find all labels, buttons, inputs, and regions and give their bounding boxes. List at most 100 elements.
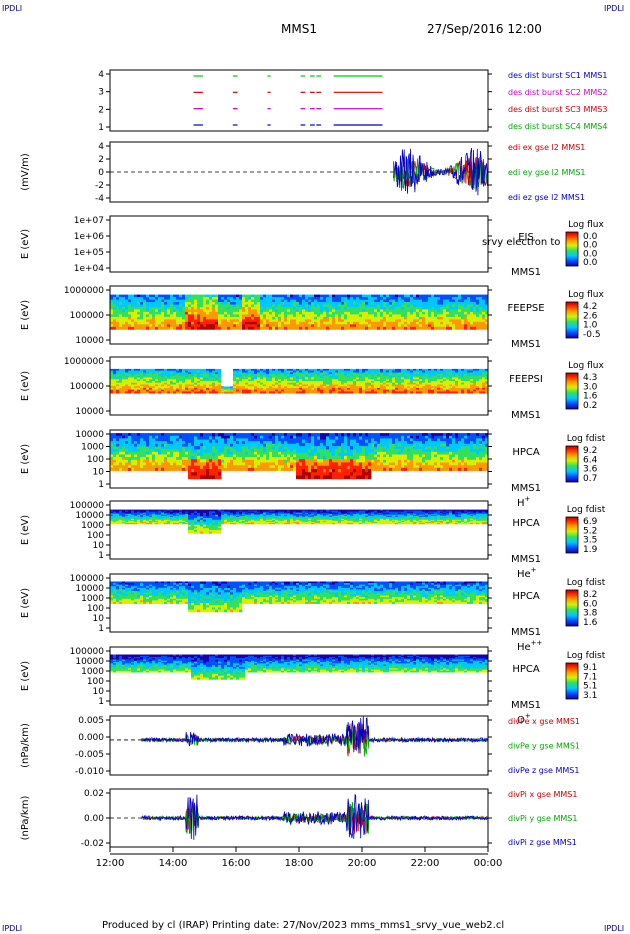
- spectrogram-cell: [374, 465, 378, 469]
- spectrogram-cell: [245, 304, 249, 308]
- spectrogram-cell: [113, 446, 117, 450]
- spectrogram-cell: [389, 324, 393, 328]
- spectrogram-cell: [311, 386, 315, 389]
- spectrogram-cell: [266, 459, 270, 463]
- spectrogram-cell: [212, 368, 216, 371]
- spectrogram-cell: [146, 374, 150, 377]
- spectrogram-cell: [299, 469, 303, 473]
- spectrogram-cell: [296, 307, 300, 310]
- spectrogram-cell: [164, 441, 168, 445]
- spectrogram-cell: [383, 465, 387, 469]
- spectrogram-cell: [305, 449, 309, 454]
- spectrogram-cell: [443, 374, 447, 377]
- spectrogram-cell: [455, 375, 459, 378]
- spectrogram-cell: [464, 309, 468, 313]
- spectrogram-cell: [371, 375, 375, 378]
- spectrogram-cell: [482, 375, 486, 378]
- spectrogram-cell: [161, 294, 165, 298]
- spectrogram-cell: [290, 307, 294, 310]
- spectrogram-cell: [419, 319, 423, 323]
- spectrogram-cell: [431, 304, 435, 308]
- spectrogram-cell: [149, 451, 153, 455]
- spectrogram-cell: [347, 326, 351, 330]
- spectrogram-cell: [161, 433, 165, 437]
- spectrogram-cell: [377, 372, 381, 375]
- spectrogram-cell: [413, 299, 417, 303]
- spectrogram-cell: [323, 452, 327, 457]
- spectrogram-cell: [224, 309, 228, 313]
- spectrogram-cell: [122, 446, 126, 450]
- spectrogram-cell: [302, 475, 306, 480]
- spectrogram-cell: [275, 465, 279, 469]
- spectrogram-cell: [479, 386, 483, 389]
- spectrogram-cell: [461, 382, 465, 385]
- spectrogram-cell: [131, 309, 135, 313]
- spectrogram-cell: [365, 297, 369, 300]
- panel-eis-spacecraft-label: MMS1: [511, 267, 541, 278]
- spectrogram-cell: [134, 446, 138, 450]
- spectrogram-cell: [155, 438, 159, 442]
- spectrogram-cell: [323, 297, 327, 300]
- spectrogram-cell: [338, 436, 342, 441]
- spectrogram-cell: [308, 475, 312, 480]
- spectrogram-cell: [197, 459, 201, 463]
- spectrogram-cell: [365, 442, 369, 447]
- spectrogram-cell: [476, 381, 480, 384]
- spectrogram-cell: [221, 324, 225, 328]
- spectrogram-cell: [170, 375, 174, 378]
- spectrogram-cell: [434, 372, 438, 375]
- spectrogram-cell: [479, 307, 483, 310]
- spectrogram-cell: [341, 389, 345, 392]
- spectrogram-cell: [278, 307, 282, 310]
- spectrogram-cell: [308, 449, 312, 454]
- spectrogram-cell: [434, 368, 438, 371]
- spectrogram-cell: [299, 389, 303, 392]
- spectrogram-cell: [320, 436, 324, 441]
- spectrogram-cell: [482, 370, 486, 373]
- spectrogram-cell: [242, 438, 246, 442]
- spectrogram-cell: [386, 319, 390, 323]
- spectrogram-cell: [473, 316, 477, 320]
- spectrogram-cell: [227, 390, 231, 392]
- spectrogram-cell: [374, 457, 378, 461]
- spectrogram-cell: [383, 391, 387, 394]
- spectrogram-cell: [161, 438, 165, 442]
- spectrogram-cell: [392, 321, 396, 325]
- spectrogram-cell: [227, 387, 231, 389]
- spectrogram-cell: [125, 386, 129, 389]
- spectrogram-cell: [251, 451, 255, 455]
- spectrogram-cell: [380, 326, 384, 330]
- spectrogram-cell: [407, 375, 411, 378]
- spectrogram-cell: [296, 442, 300, 447]
- spectrogram-cell: [209, 455, 213, 460]
- spectrogram-cell: [455, 307, 459, 310]
- spectrogram-cell: [290, 368, 294, 371]
- spectrogram-cell: [203, 379, 207, 382]
- spectrogram-cell: [476, 387, 480, 390]
- spectrogram-cell: [257, 386, 261, 389]
- spectrogram-cell: [179, 326, 183, 330]
- spectrogram-cell: [173, 297, 177, 300]
- spectrogram-cell: [461, 379, 465, 382]
- spectrogram-cell: [287, 451, 291, 455]
- spectrogram-cell: [446, 387, 450, 390]
- spectrogram-cell: [464, 297, 468, 300]
- spectrogram-cell: [188, 372, 192, 375]
- spectrogram-cell: [179, 379, 183, 382]
- spectrogram-cell: [125, 449, 129, 453]
- spectrogram-cell: [362, 442, 366, 447]
- spectrogram-cell: [209, 433, 213, 437]
- spectrogram-cell: [386, 459, 390, 463]
- spectrogram-cell: [485, 384, 489, 387]
- spectrogram-cell: [152, 462, 156, 466]
- spectrogram-cell: [131, 321, 135, 325]
- spectrogram-cell: [176, 375, 180, 378]
- spectrogram-cell: [479, 375, 483, 378]
- spectrogram-cell: [422, 386, 426, 389]
- spectrogram-cell: [131, 326, 135, 330]
- spectrogram-cell: [188, 462, 192, 467]
- spectrogram-cell: [365, 475, 369, 480]
- spectrogram-cell: [425, 299, 429, 303]
- spectrogram-cell: [470, 381, 474, 384]
- spectrogram-cell: [212, 387, 216, 390]
